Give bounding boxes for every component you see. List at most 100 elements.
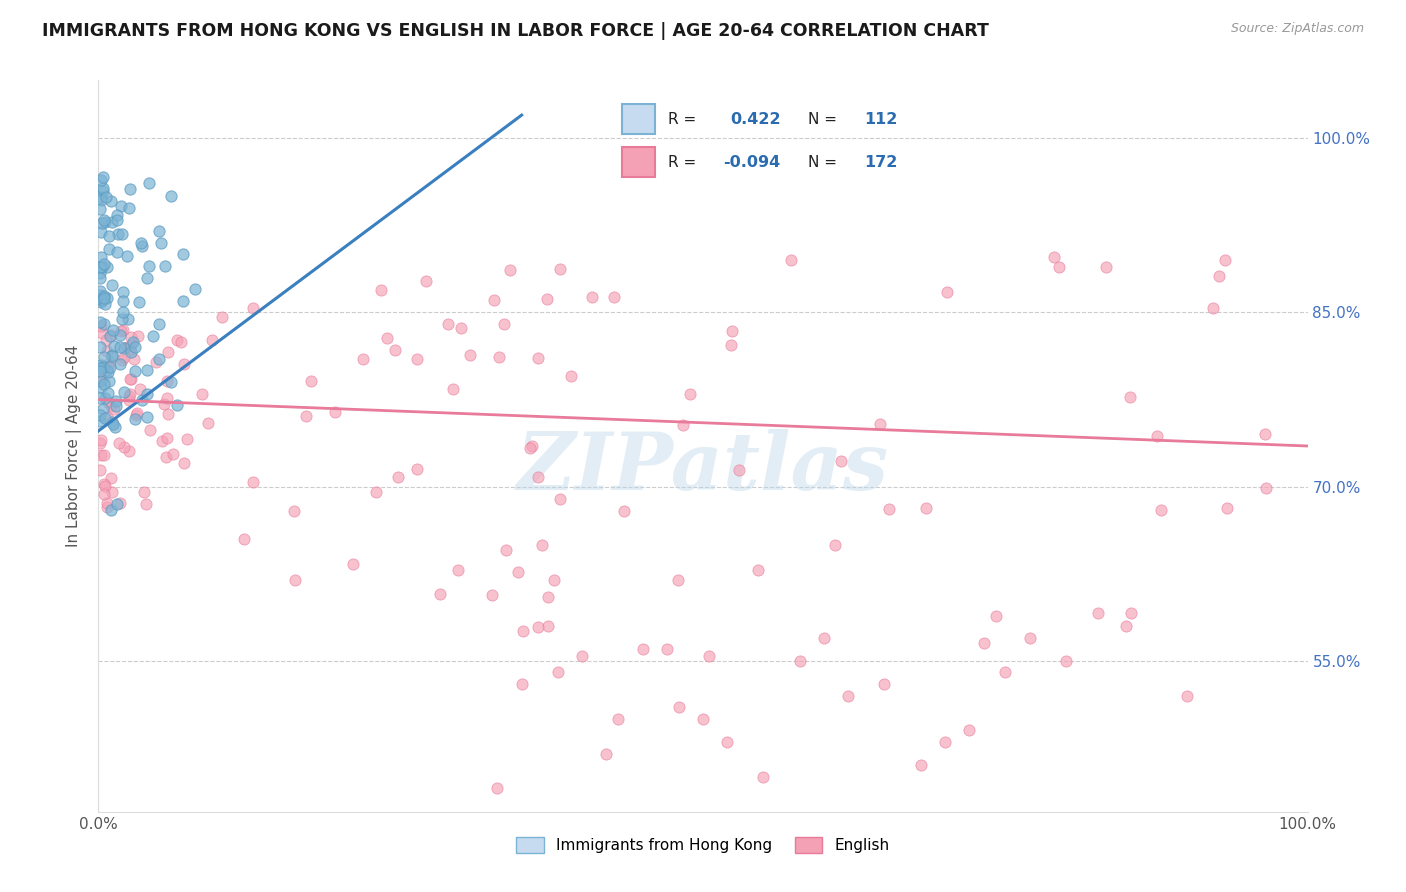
Point — [1201, 301, 1223, 315]
Point — [100, 471, 122, 485]
Point — [242, 301, 264, 316]
Point — [494, 317, 516, 331]
Point — [522, 439, 544, 453]
Point — [482, 293, 505, 308]
Point — [547, 665, 569, 680]
Point — [352, 351, 374, 366]
Text: Source: ZipAtlas.com: Source: ZipAtlas.com — [1230, 22, 1364, 36]
Point — [93, 351, 115, 365]
Point — [112, 341, 135, 355]
Point — [90, 318, 112, 333]
Point — [495, 542, 517, 557]
Point — [283, 504, 305, 518]
Point — [506, 565, 529, 579]
Point — [387, 469, 409, 483]
Point — [91, 180, 114, 194]
Point — [90, 260, 112, 274]
Point — [91, 326, 114, 340]
Point — [101, 348, 124, 362]
Legend: Immigrants from Hong Kong, English: Immigrants from Hong Kong, English — [510, 830, 896, 859]
Point — [90, 216, 112, 230]
Point — [716, 735, 738, 749]
Point — [1087, 606, 1109, 620]
Point — [131, 393, 153, 408]
Point — [100, 278, 122, 293]
Point — [560, 369, 582, 384]
Point — [111, 227, 134, 241]
Point — [789, 654, 811, 668]
Point — [89, 463, 111, 477]
Point — [101, 215, 124, 229]
Point — [122, 352, 145, 367]
Point — [211, 310, 233, 325]
Point — [934, 735, 956, 749]
Point — [122, 335, 145, 350]
Point — [830, 453, 852, 467]
Point — [1175, 689, 1198, 703]
Point — [98, 228, 121, 243]
Point — [105, 212, 128, 227]
Point — [153, 397, 176, 411]
Point — [103, 402, 125, 417]
Point — [94, 411, 117, 425]
Point — [837, 689, 859, 703]
Point — [172, 247, 194, 261]
Point — [96, 496, 118, 510]
Point — [104, 419, 127, 434]
Point — [98, 328, 121, 343]
Point — [1254, 426, 1277, 441]
Point — [527, 351, 550, 365]
Point — [1254, 482, 1277, 496]
Point — [100, 415, 122, 429]
Point — [510, 677, 533, 691]
Point — [90, 190, 112, 204]
Point — [135, 409, 157, 424]
Point — [105, 497, 128, 511]
Point — [97, 359, 120, 374]
Point — [90, 250, 112, 264]
Point — [94, 296, 117, 310]
Point — [145, 355, 167, 369]
Point — [1121, 606, 1143, 620]
Point — [595, 747, 617, 761]
Point — [160, 375, 183, 389]
Point — [90, 448, 112, 462]
Point — [728, 463, 751, 477]
Point — [138, 259, 160, 273]
Point — [108, 496, 131, 510]
Point — [118, 201, 141, 215]
Point — [89, 284, 111, 298]
Point — [537, 619, 560, 633]
Point — [486, 781, 509, 796]
Point — [157, 344, 180, 359]
Point — [112, 384, 135, 399]
Point — [156, 374, 179, 388]
Point — [190, 386, 212, 401]
Point — [156, 407, 179, 421]
Point — [93, 289, 115, 303]
Point — [138, 176, 160, 190]
Point — [96, 363, 118, 377]
Point — [233, 532, 256, 546]
Point — [118, 389, 141, 403]
Point — [613, 504, 636, 518]
Point — [118, 444, 141, 458]
Point — [957, 723, 980, 738]
Point — [488, 351, 510, 365]
Point — [527, 620, 550, 634]
Point — [89, 360, 111, 375]
Point — [118, 387, 141, 401]
Point — [150, 434, 173, 449]
Point — [103, 339, 125, 353]
Point — [117, 248, 139, 262]
Text: IMMIGRANTS FROM HONG KONG VS ENGLISH IN LABOR FORCE | AGE 20-64 CORRELATION CHAR: IMMIGRANTS FROM HONG KONG VS ENGLISH IN … — [42, 22, 988, 40]
Point — [1150, 503, 1173, 517]
Point — [284, 573, 307, 587]
Point — [89, 413, 111, 427]
Point — [813, 631, 835, 645]
Point — [607, 712, 630, 726]
Point — [89, 266, 111, 280]
Point — [127, 406, 149, 420]
Point — [110, 199, 132, 213]
Text: ZIPatlas: ZIPatlas — [517, 429, 889, 507]
